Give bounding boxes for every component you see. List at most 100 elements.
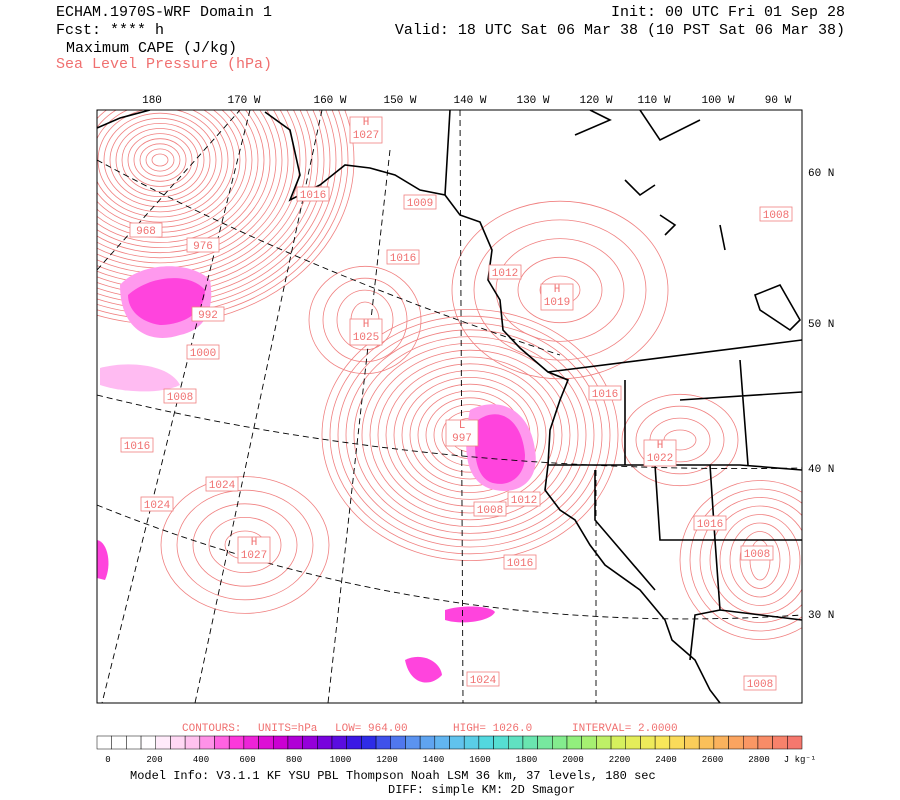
latitude-line xyxy=(97,159,561,356)
meridian-line xyxy=(194,110,323,703)
colorbar-box xyxy=(728,735,744,750)
isobar xyxy=(393,370,547,500)
colorbar-box xyxy=(317,735,333,750)
isobar-label-box xyxy=(205,476,239,492)
colorbar-tick-label: 1400 xyxy=(423,755,445,765)
longitude-label: 150 W xyxy=(383,95,416,107)
map-frame xyxy=(96,109,803,704)
isobar xyxy=(97,110,277,259)
isobar-label: 976 xyxy=(193,241,213,253)
colorbar-box xyxy=(96,735,112,750)
colorbar-box xyxy=(640,735,656,750)
colorbar-tick-label: 2600 xyxy=(702,755,724,765)
cape-areas xyxy=(97,266,536,683)
colorbar-box xyxy=(610,735,626,750)
colorbar-box xyxy=(684,735,700,750)
isobar-label-box xyxy=(191,306,225,322)
longitude-label: 140 W xyxy=(453,95,486,107)
isobar xyxy=(121,128,199,192)
latitude-label: 40 N xyxy=(808,464,834,476)
isobar-label-box xyxy=(140,496,174,512)
pressure-center-letter: L xyxy=(459,420,466,432)
isobar-label-box xyxy=(403,194,437,210)
meridian-line xyxy=(327,149,391,703)
isobar xyxy=(322,277,408,363)
pressure-center-value: 1019 xyxy=(544,297,570,309)
colorbar-box xyxy=(698,735,715,750)
isobar xyxy=(103,112,217,208)
diff-info: DIFF: simple KM: 2D Smagor xyxy=(388,783,575,797)
coastlines xyxy=(97,110,802,703)
isobar xyxy=(321,308,619,561)
isobar-label: 1012 xyxy=(511,495,537,507)
colorbar-tick-label: 2000 xyxy=(562,755,584,765)
colorbar-box xyxy=(757,735,773,750)
isobar xyxy=(451,200,669,380)
isobar xyxy=(115,123,205,197)
isobar xyxy=(699,497,802,623)
pressure-center-box xyxy=(349,318,383,346)
isobar-label-box xyxy=(473,501,507,517)
isobar-label: 1008 xyxy=(763,210,789,222)
colorbar-box xyxy=(419,735,436,750)
isobar xyxy=(97,110,283,264)
isobar xyxy=(160,476,330,614)
isobar xyxy=(361,342,579,527)
isobar xyxy=(151,153,169,167)
isobar xyxy=(97,110,229,218)
isobar-label-box xyxy=(588,385,622,401)
colorbar-box xyxy=(170,735,186,750)
colorbar-box xyxy=(581,735,597,750)
isobar xyxy=(679,480,802,640)
contour-interval: INTERVAL= 2.0000 xyxy=(572,723,678,735)
colorbar-box xyxy=(184,735,201,750)
isobar xyxy=(345,329,595,541)
colorbar-tick-label: 2200 xyxy=(609,755,631,765)
colorbar-box xyxy=(566,735,582,750)
colorbar-box xyxy=(199,735,215,750)
isobar xyxy=(127,133,193,187)
pressure-center-letter: H xyxy=(554,284,561,296)
isobar xyxy=(385,363,555,507)
colorbar-box xyxy=(478,735,494,750)
isobar xyxy=(689,488,802,632)
colorbar-tick-label: 400 xyxy=(193,755,209,765)
longitude-label: 100 W xyxy=(701,95,734,107)
contour-units: UNITS=hPa xyxy=(258,723,318,735)
isobar xyxy=(97,110,235,223)
latitude-label: 30 N xyxy=(808,610,834,622)
pressure-center-value: 1025 xyxy=(353,332,379,344)
pressure-center-value: 1027 xyxy=(353,130,379,142)
longitude-label: 120 W xyxy=(579,95,612,107)
colorbar-box xyxy=(390,735,406,750)
colorbar-units: J kg⁻¹ xyxy=(784,755,816,765)
colorbar-box xyxy=(126,735,142,750)
pressure-center-box xyxy=(445,419,479,447)
longitude-label: 90 W xyxy=(765,95,792,107)
field: Maximum CAPE (J/kg) xyxy=(66,40,237,57)
isobar xyxy=(739,531,781,589)
colorbar-box xyxy=(743,735,759,750)
isobar xyxy=(208,517,282,574)
colorbar-box xyxy=(552,735,568,750)
colorbar-tick-label: 1000 xyxy=(330,755,352,765)
model-title: ECHAM.1970S-WRF Domain 1 xyxy=(56,4,272,21)
colorbar-box xyxy=(596,735,612,750)
isobar-label-box xyxy=(503,554,537,570)
longitude-label: 110 W xyxy=(637,95,670,107)
isobar xyxy=(97,110,271,254)
isobar xyxy=(337,322,603,548)
colorbar-box xyxy=(302,735,318,750)
isobar-label: 1016 xyxy=(390,253,416,265)
colorbar-box xyxy=(155,735,171,750)
meridian-line xyxy=(97,110,241,271)
forecast: Fcst: **** h xyxy=(56,22,164,39)
pressure-center-box xyxy=(349,116,383,144)
latitude-line xyxy=(97,504,802,620)
colorbar-box xyxy=(434,735,450,750)
isobar-label-box xyxy=(466,671,500,687)
longitude-label: 130 W xyxy=(516,95,549,107)
isobar xyxy=(139,143,181,177)
colorbar-tick-label: 1800 xyxy=(516,755,538,765)
isobar-label: 1008 xyxy=(747,679,773,691)
